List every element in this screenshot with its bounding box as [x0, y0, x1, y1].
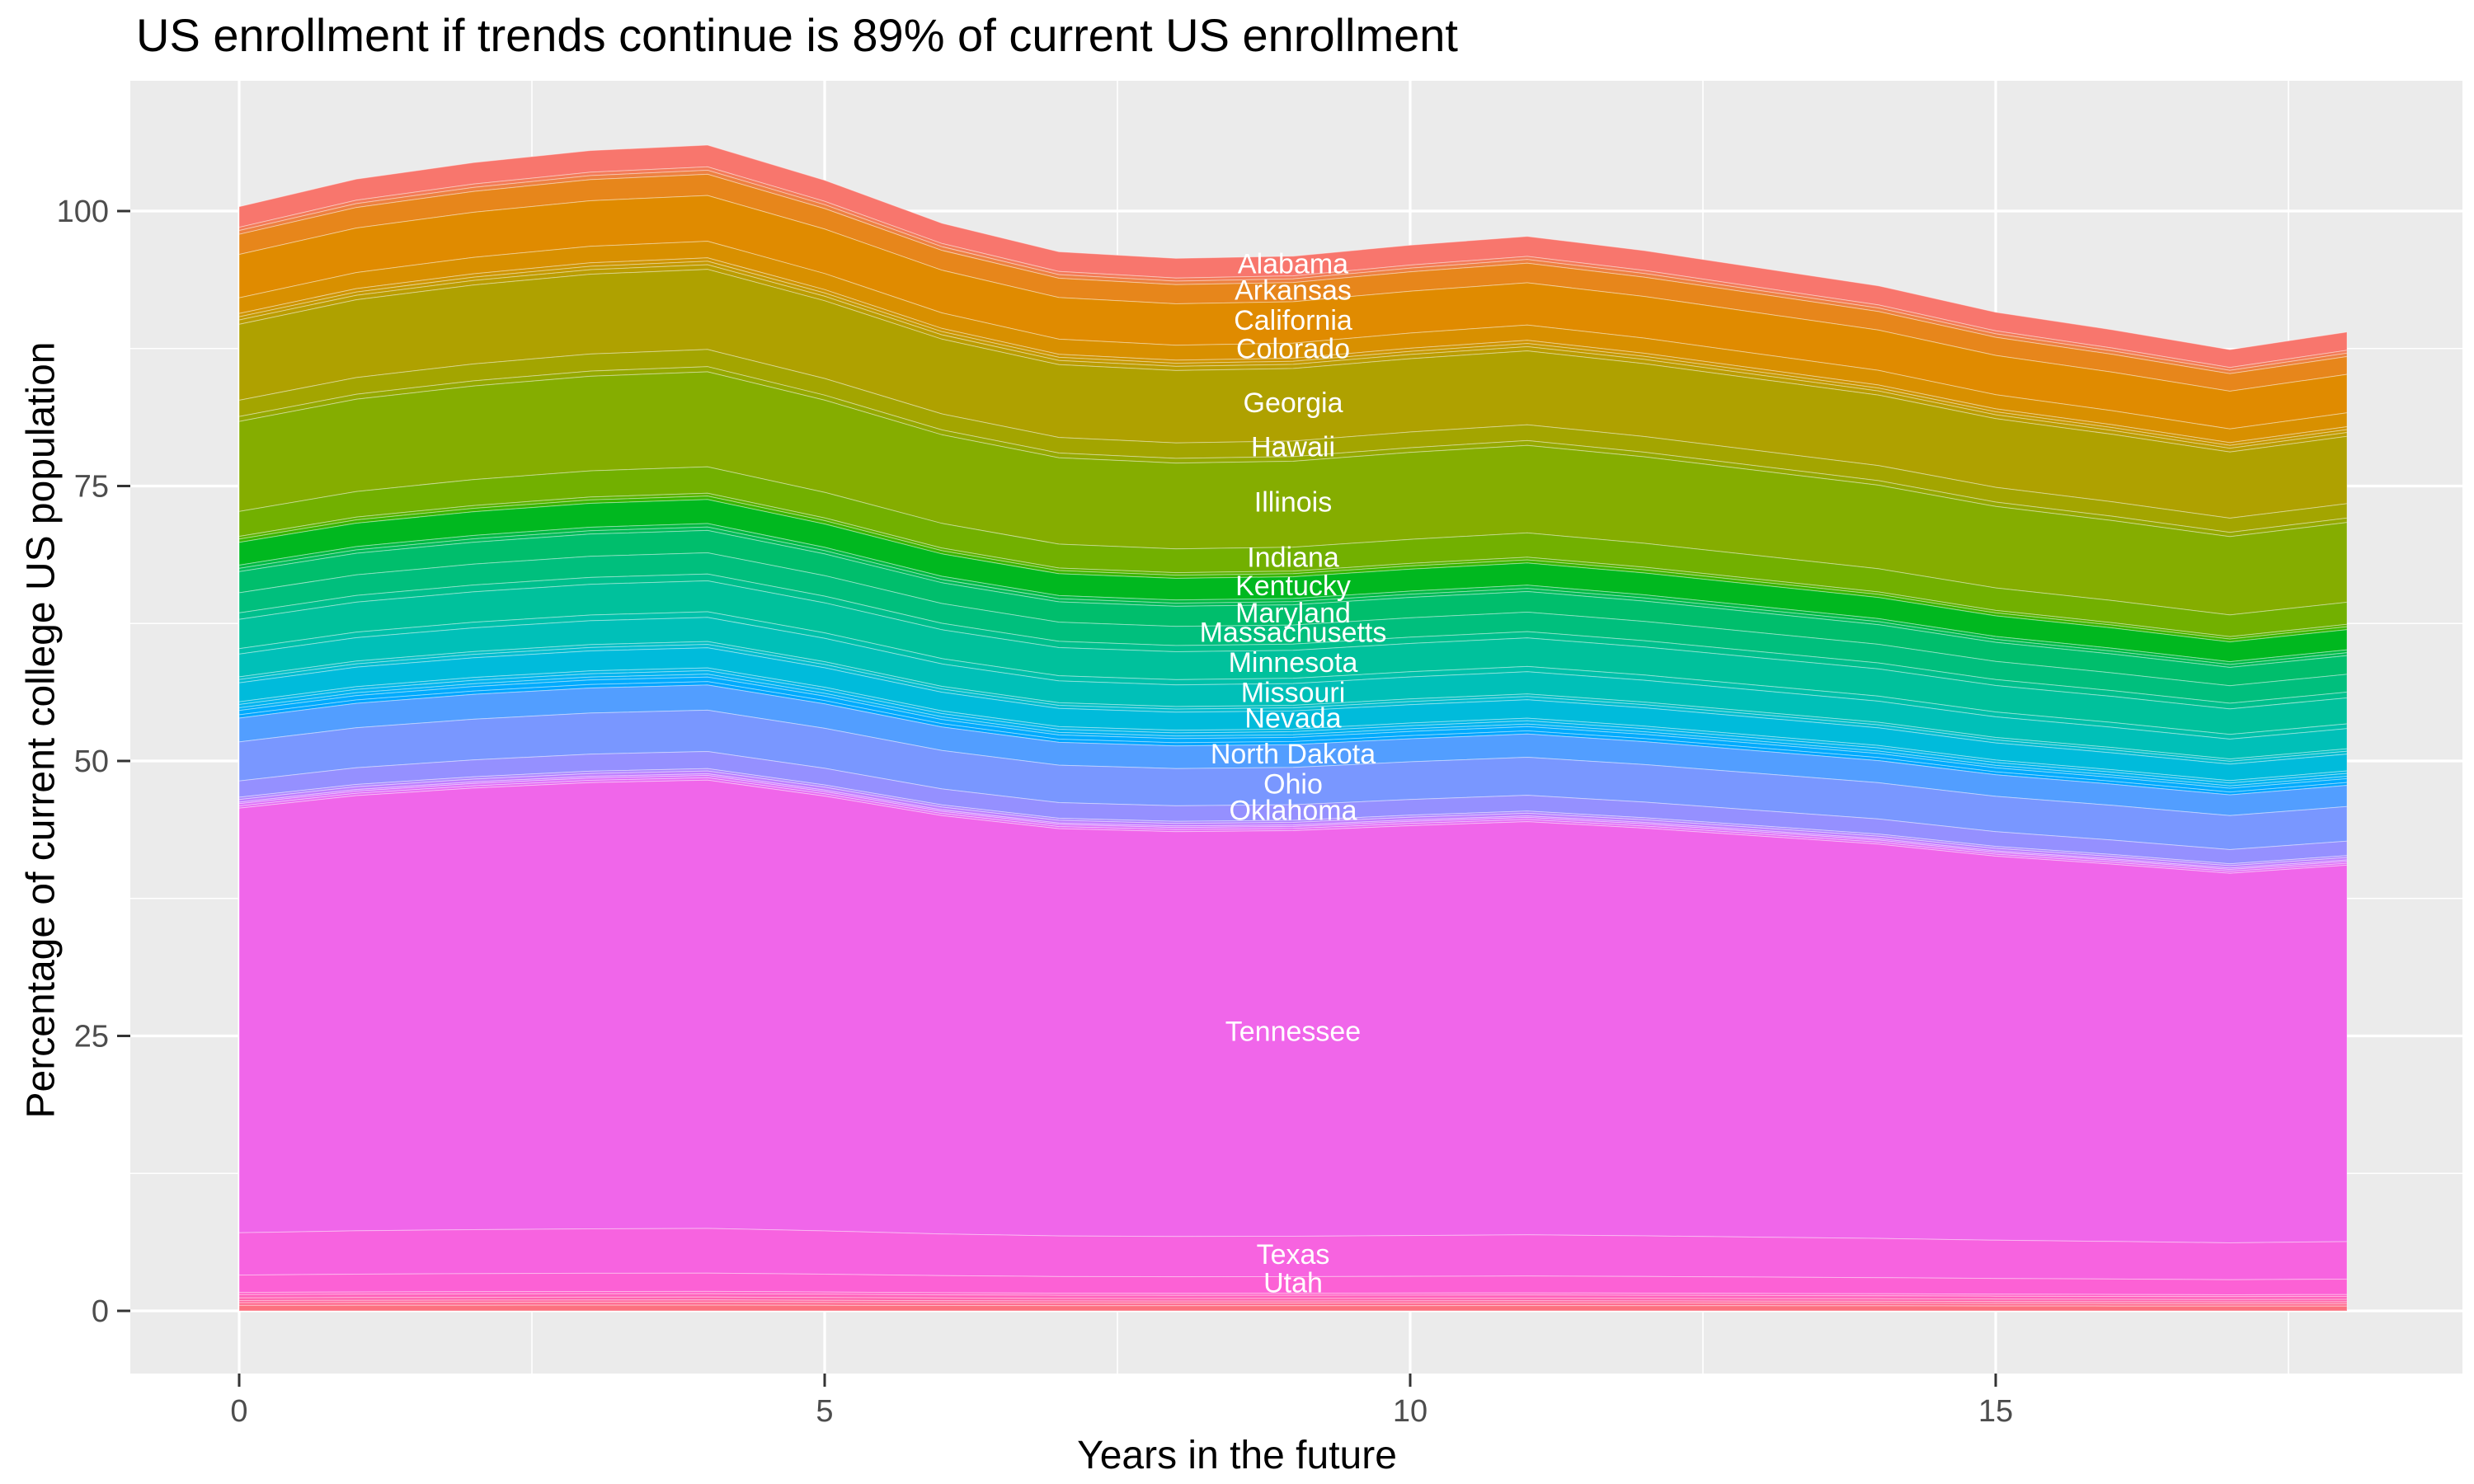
state-label-utah: Utah: [1263, 1268, 1323, 1299]
y-tick-label: 75: [74, 470, 109, 505]
area-wyoming: [238, 1304, 2348, 1312]
state-label-maryland: Maryland: [1235, 598, 1351, 629]
state-label-ohio: Ohio: [1263, 768, 1323, 800]
state-label-texas: Texas: [1257, 1239, 1330, 1270]
state-label-tennessee: Tennessee: [1225, 1017, 1361, 1048]
state-label-alabama: Alabama: [1238, 249, 1348, 280]
state-label-hawaii: Hawaii: [1251, 431, 1335, 463]
state-label-kentucky: Kentucky: [1235, 571, 1351, 602]
state-label-colorado: Colorado: [1236, 333, 1350, 364]
state-label-massachusetts: Massachusetts: [1200, 618, 1387, 649]
state-label-indiana: Indiana: [1247, 542, 1339, 573]
y-tick-label: 0: [92, 1294, 109, 1329]
stacked-areas: [238, 144, 2348, 1312]
y-tick-label: 100: [57, 195, 109, 229]
x-tick-label: 0: [230, 1394, 247, 1429]
state-label-arkansas: Arkansas: [1235, 275, 1352, 306]
y-tick-label: 50: [74, 744, 109, 779]
y-tick-label: 25: [74, 1020, 109, 1054]
state-label-georgia: Georgia: [1244, 387, 1343, 419]
state-label-california: California: [1234, 305, 1352, 336]
state-label-minnesota: Minnesota: [1229, 647, 1358, 679]
state-label-nevada: Nevada: [1244, 702, 1341, 734]
x-axis-title: Years in the future: [1077, 1434, 1397, 1477]
state-label-illinois: Illinois: [1254, 487, 1332, 519]
x-tick-label: 5: [816, 1394, 833, 1429]
state-label-missouri: Missouri: [1241, 677, 1346, 708]
chart-title: US enrollment if trends continue is 89% …: [136, 9, 1458, 61]
x-tick-label: 15: [1978, 1394, 2013, 1429]
state-label-oklahoma: Oklahoma: [1230, 796, 1357, 827]
x-tick-label: 10: [1393, 1394, 1427, 1429]
state-label-north-dakota: North Dakota: [1211, 739, 1376, 770]
